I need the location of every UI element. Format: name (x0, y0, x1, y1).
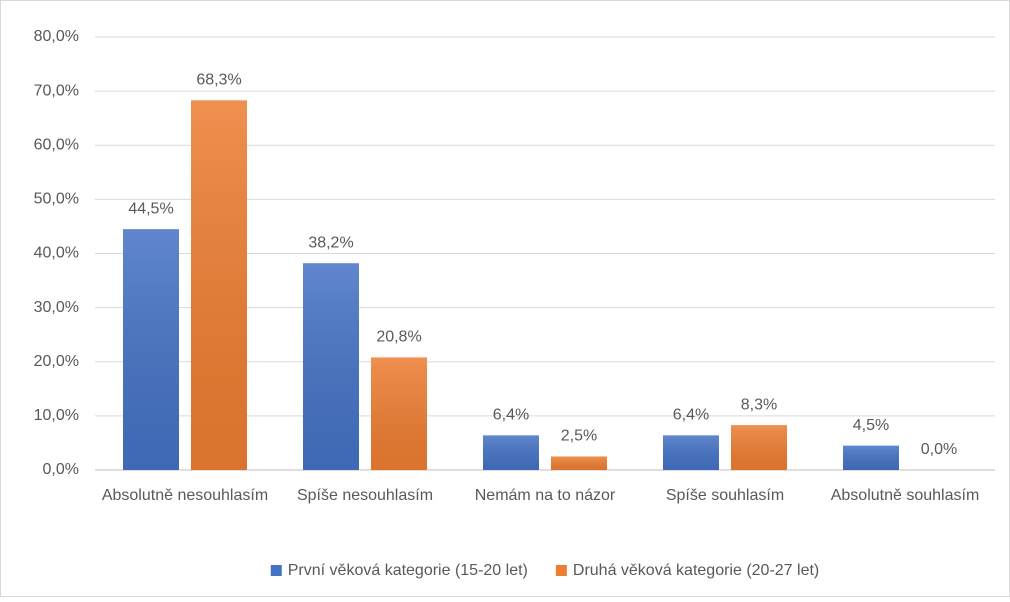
data-label: 6,4% (673, 407, 709, 424)
bar-shade (843, 445, 899, 470)
bar-shade (551, 456, 607, 470)
x-tick-label: Spíše souhlasím (666, 487, 784, 504)
y-tick-label: 50,0% (34, 191, 79, 208)
bar-shade (371, 357, 427, 470)
y-tick-label: 60,0% (34, 136, 79, 153)
y-tick-label: 70,0% (34, 82, 79, 99)
bar-shade (191, 100, 247, 471)
bar-shade (303, 263, 359, 470)
data-label: 0,0% (921, 441, 957, 458)
legend-label: První věková kategorie (15-20 let) (288, 562, 528, 579)
x-tick-label: Absolutně souhlasím (831, 487, 980, 504)
y-tick-label: 20,0% (34, 353, 79, 370)
y-tick-label: 10,0% (34, 407, 79, 424)
x-tick-label: Nemám na to názor (475, 487, 616, 504)
legend: První věková kategorie (15-20 let) Druhá … (270, 562, 819, 579)
y-tick-label: 0,0% (43, 461, 79, 478)
legend-swatch (555, 565, 567, 576)
x-tick-label: Absolutně nesouhlasím (102, 487, 268, 504)
bar-shade (123, 229, 179, 470)
data-label: 44,5% (128, 200, 173, 217)
bar-shade (663, 435, 719, 470)
data-label: 8,3% (741, 396, 777, 413)
data-label: 20,8% (376, 329, 421, 346)
y-tick-label: 80,0% (34, 28, 79, 45)
bar-shade (483, 435, 539, 470)
data-label: 38,2% (308, 234, 353, 251)
data-label: 2,5% (561, 428, 597, 445)
legend-label: Druhá věková kategorie (20-27 let) (573, 562, 819, 579)
data-label: 6,4% (493, 407, 529, 424)
y-tick-label: 40,0% (34, 245, 79, 262)
x-tick-label: Spíše nesouhlasím (297, 487, 433, 504)
data-label: 68,3% (196, 72, 241, 89)
y-tick-label: 30,0% (34, 299, 79, 316)
legend-swatch (270, 565, 282, 576)
data-label: 4,5% (853, 417, 889, 434)
bar-shade (731, 425, 787, 470)
